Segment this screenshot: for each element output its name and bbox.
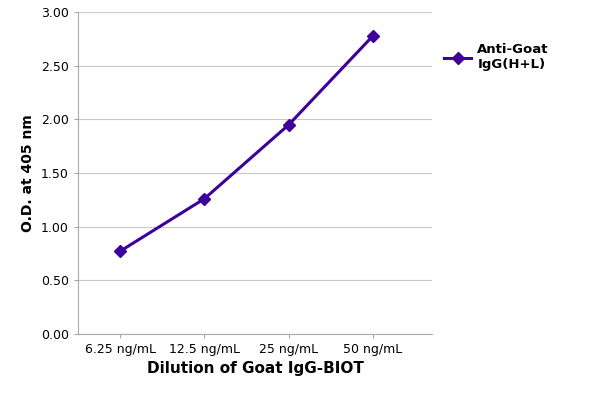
Y-axis label: O.D. at 405 nm: O.D. at 405 nm [22, 114, 35, 232]
Line: Anti-Goat
IgG(H+L): Anti-Goat IgG(H+L) [116, 32, 377, 255]
Anti-Goat
IgG(H+L) [370, 33, 377, 38]
Anti-Goat
IgG(H+L) [201, 196, 208, 201]
Legend: Anti-Goat
IgG(H+L): Anti-Goat IgG(H+L) [439, 38, 554, 77]
Anti-Goat
IgG(H+L) [285, 123, 292, 127]
Anti-Goat
IgG(H+L) [116, 249, 124, 254]
X-axis label: Dilution of Goat IgG-BIOT: Dilution of Goat IgG-BIOT [146, 361, 364, 376]
